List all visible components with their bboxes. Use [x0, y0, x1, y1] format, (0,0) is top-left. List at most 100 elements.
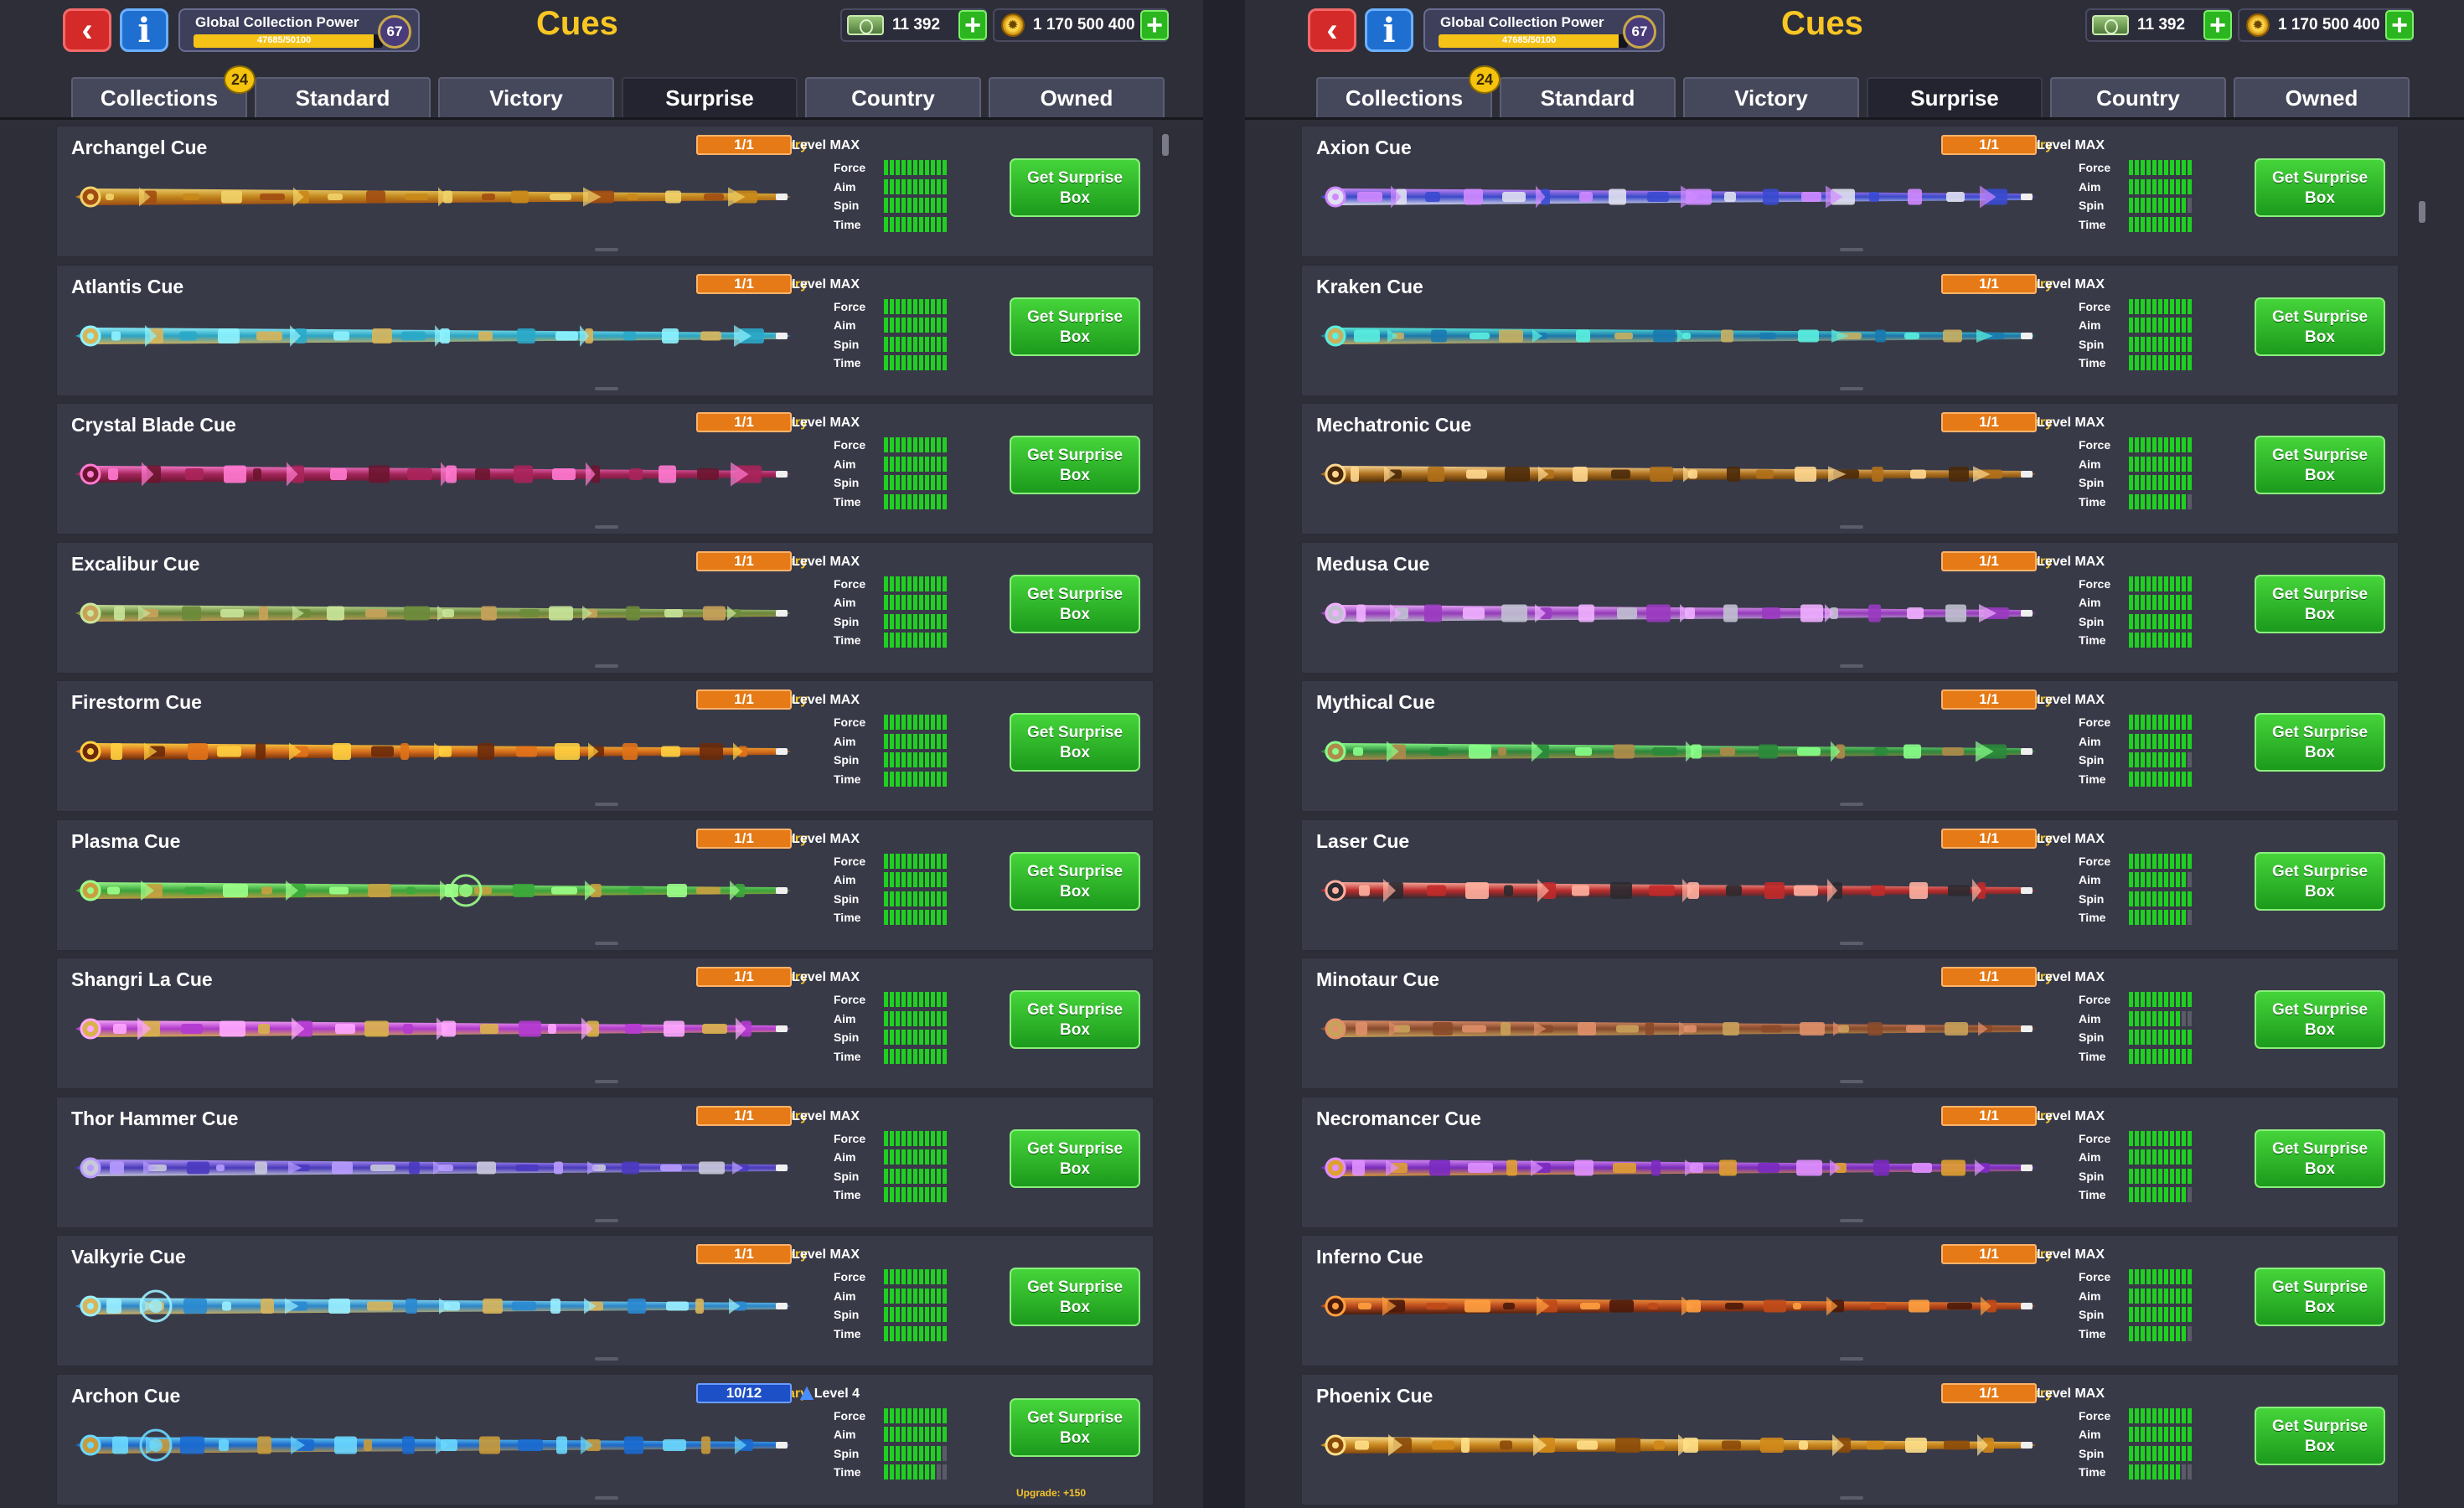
stat-segment: [2146, 1048, 2151, 1064]
tab-collections[interactable]: Collections 24: [71, 65, 256, 117]
tab-surprise[interactable]: Surprise: [622, 77, 798, 117]
upgrade-arrow-icon[interactable]: ▲: [795, 1378, 819, 1405]
tab-owned[interactable]: Owned: [989, 77, 1165, 117]
get-surprise-box-button[interactable]: Get Surprise Box: [2255, 297, 2385, 356]
stat-time: Time: [834, 770, 959, 789]
tab-collections[interactable]: Collections 24: [1316, 65, 1501, 117]
back-button[interactable]: ‹: [1308, 8, 1356, 52]
add-coins-button[interactable]: +: [2385, 9, 2414, 41]
stat-segment: [937, 298, 941, 314]
get-surprise-box-button[interactable]: Get Surprise Box: [2255, 1268, 2385, 1326]
get-surprise-box-button[interactable]: Get Surprise Box: [1010, 574, 1140, 633]
tab-country[interactable]: Country: [805, 77, 981, 117]
get-surprise-box-button[interactable]: Get Surprise Box: [1010, 158, 1140, 217]
tab-standard[interactable]: Standard: [1500, 77, 1676, 117]
stat-bar: [2129, 733, 2192, 749]
stat-segment: [884, 910, 888, 926]
stat-segment: [925, 1307, 929, 1323]
get-surprise-box-button[interactable]: Get Surprise Box: [1010, 1397, 1140, 1457]
get-surprise-box-button[interactable]: Get Surprise Box: [2255, 158, 2385, 217]
get-surprise-box-button[interactable]: Get Surprise Box: [1010, 713, 1140, 772]
scrollbar[interactable]: [1162, 126, 1170, 1508]
get-surprise-box-button[interactable]: Get Surprise Box: [2255, 574, 2385, 633]
stat-segment: [2176, 715, 2180, 731]
stat-segment: [901, 1464, 906, 1480]
tab-victory[interactable]: Victory: [438, 77, 614, 117]
get-surprise-box-button[interactable]: Get Surprise Box: [1010, 990, 1140, 1049]
tab-surprise[interactable]: Surprise: [1867, 77, 2043, 117]
stat-force: Force: [834, 713, 959, 732]
stat-segment: [2135, 1427, 2139, 1443]
stat-segment: [907, 216, 912, 232]
tab-owned[interactable]: Owned: [2234, 77, 2410, 117]
stat-segment: [2188, 1307, 2192, 1323]
cue-image-wrap: [1317, 1288, 2039, 1325]
get-surprise-box-button[interactable]: Get Surprise Box: [2255, 436, 2385, 494]
stat-force: Force: [834, 1407, 959, 1426]
cue-card[interactable]: Archon CueLegendaryLevel 410/12▲ ForceAi…: [56, 1373, 1154, 1505]
get-surprise-box-button[interactable]: Get Surprise Box: [1010, 851, 1140, 911]
get-surprise-box-button[interactable]: Get Surprise Box: [2255, 990, 2385, 1049]
drag-handle: [1840, 386, 1863, 390]
stat-segment: [884, 336, 888, 352]
button-label-line2: Box: [1060, 744, 1090, 762]
cue-name: Firestorm Cue: [71, 691, 202, 713]
stat-bar: [2129, 178, 2192, 194]
cue-name: Valkyrie Cue: [71, 1246, 186, 1268]
scrollbar-thumb[interactable]: [2419, 201, 2425, 223]
cue-image-wrap: [72, 1149, 794, 1186]
stat-spin: Spin: [834, 1167, 959, 1186]
stat-segment: [896, 733, 900, 749]
get-surprise-box-button[interactable]: Get Surprise Box: [2255, 1406, 2385, 1465]
scrollbar-thumb[interactable]: [1162, 134, 1169, 156]
tab-standard[interactable]: Standard: [255, 77, 431, 117]
get-surprise-box-button[interactable]: Get Surprise Box: [2255, 713, 2385, 772]
get-surprise-box-button[interactable]: Get Surprise Box: [2255, 1128, 2385, 1188]
stat-segment: [2152, 1010, 2157, 1026]
collection-power[interactable]: Global Collection Power 47685/50100 67: [178, 8, 420, 52]
cue-name: Mythical Cue: [1316, 691, 1435, 713]
stat-segment: [2158, 910, 2162, 926]
get-surprise-box-button[interactable]: Get Surprise Box: [1010, 297, 1140, 356]
add-coins-button[interactable]: +: [1140, 9, 1169, 41]
stat-segment: [913, 355, 917, 371]
stat-segment: [2135, 216, 2139, 232]
tab-country[interactable]: Country: [2050, 77, 2226, 117]
get-surprise-box-button[interactable]: Get Surprise Box: [1010, 1128, 1140, 1188]
collection-power[interactable]: Global Collection Power 47685/50100 67: [1423, 8, 1665, 52]
add-cash-button[interactable]: +: [958, 9, 987, 41]
info-button[interactable]: i: [1365, 8, 1413, 52]
get-surprise-box-button[interactable]: Get Surprise Box: [1010, 436, 1140, 494]
stat-segment: [2146, 1307, 2151, 1323]
stat-segment: [913, 318, 917, 333]
stat-segment: [2158, 475, 2162, 491]
stat-segment: [943, 1464, 947, 1480]
add-cash-button[interactable]: +: [2203, 9, 2232, 41]
scrollbar[interactable]: [2419, 126, 2427, 1508]
get-surprise-box-button[interactable]: Get Surprise Box: [2255, 851, 2385, 911]
info-button[interactable]: i: [120, 8, 168, 52]
tab-victory[interactable]: Victory: [1683, 77, 1859, 117]
back-button[interactable]: ‹: [63, 8, 111, 52]
get-surprise-box-button[interactable]: Get Surprise Box: [1010, 1268, 1140, 1326]
stat-segment: [2170, 891, 2174, 906]
